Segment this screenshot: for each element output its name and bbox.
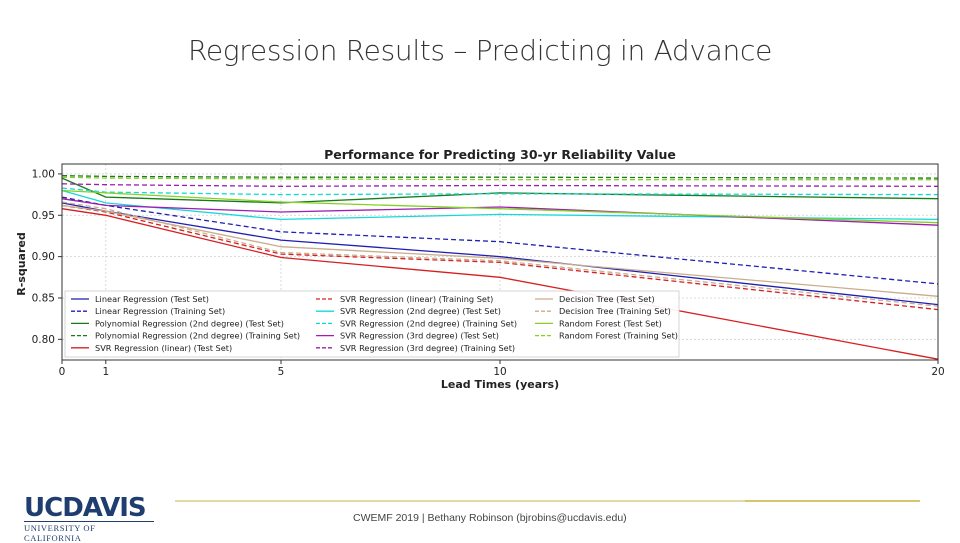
legend-label: Linear Regression (Test Set)	[95, 294, 209, 304]
legend: Linear Regression (Test Set) Linear Regre…	[64, 290, 680, 358]
axes: 0.80 0.85 0.90 0.95 1.00 0 1 5 10 20	[32, 163, 945, 378]
legend-label: Polynomial Regression (2nd degree) (Trai…	[95, 331, 300, 341]
legend-label: SVR Regression (2nd degree) (Test Set)	[340, 306, 501, 316]
footer-text: CWEMF 2019 | Bethany Robinson (bjrobins@…	[353, 512, 627, 524]
ucdavis-logo: UCDAVIS UNIVERSITY OF CALIFORNIA	[24, 493, 154, 543]
legend-label: SVR Regression (2nd degree) (Training Se…	[340, 318, 517, 328]
legend-label: Random Forest (Training Set)	[559, 331, 678, 341]
series-line	[61, 174, 939, 179]
footer-divider-accent	[745, 500, 920, 502]
legend-label: SVR Regression (linear) (Training Set)	[340, 294, 493, 304]
legend-label: SVR Regression (3rd degree) (Test Set)	[340, 331, 499, 341]
x-axis-label: Lead Times (years)	[441, 378, 559, 391]
y-tick-label: 0.85	[32, 292, 55, 304]
x-tick-label: 20	[931, 366, 944, 378]
series-line	[61, 196, 939, 285]
series-line	[61, 189, 939, 221]
chart-title: Performance for Predicting 30-yr Reliabi…	[324, 147, 676, 162]
y-tick-label: 0.90	[32, 251, 55, 263]
slide-title: Regression Results – Predicting in Advan…	[187, 34, 772, 67]
legend-label: Decision Tree (Test Set)	[559, 294, 655, 304]
x-tick-label: 0	[59, 366, 66, 378]
y-tick-label: 0.80	[32, 334, 55, 346]
series-line	[61, 187, 939, 196]
series-line	[61, 177, 939, 204]
logo-subtitle: UNIVERSITY OF CALIFORNIA	[24, 521, 154, 543]
y-tick-label: 1.00	[32, 168, 55, 180]
series-line	[61, 176, 938, 181]
series-line	[61, 202, 939, 306]
x-tick-label: 10	[493, 366, 506, 378]
series-line	[61, 204, 939, 297]
x-tick-label: 1	[102, 366, 109, 378]
series-line	[61, 201, 939, 307]
legend-label: SVR Regression (3rd degree) (Training Se…	[340, 343, 515, 353]
series-lines	[61, 174, 939, 360]
legend-label: Random Forest (Test Set)	[559, 318, 662, 328]
legend-box	[64, 290, 680, 358]
legend-label: Linear Regression (Training Set)	[95, 306, 225, 316]
logo-wordmark: UCDAVIS	[24, 493, 147, 523]
legend-label: Decision Tree (Training Set)	[559, 306, 671, 316]
legend-label: SVR Regression (linear) (Test Set)	[95, 343, 232, 353]
y-axis-label: R-squared	[15, 232, 28, 295]
x-tick-label: 5	[278, 366, 285, 378]
series-line	[61, 183, 939, 187]
y-tick-label: 0.95	[32, 210, 55, 222]
series-line	[61, 189, 939, 224]
legend-label: Polynomial Regression (2nd degree) (Test…	[95, 318, 284, 328]
series-line	[61, 204, 939, 311]
chart: Performance for Predicting 30-yr Reliabi…	[15, 147, 945, 391]
footer-divider	[175, 500, 920, 502]
